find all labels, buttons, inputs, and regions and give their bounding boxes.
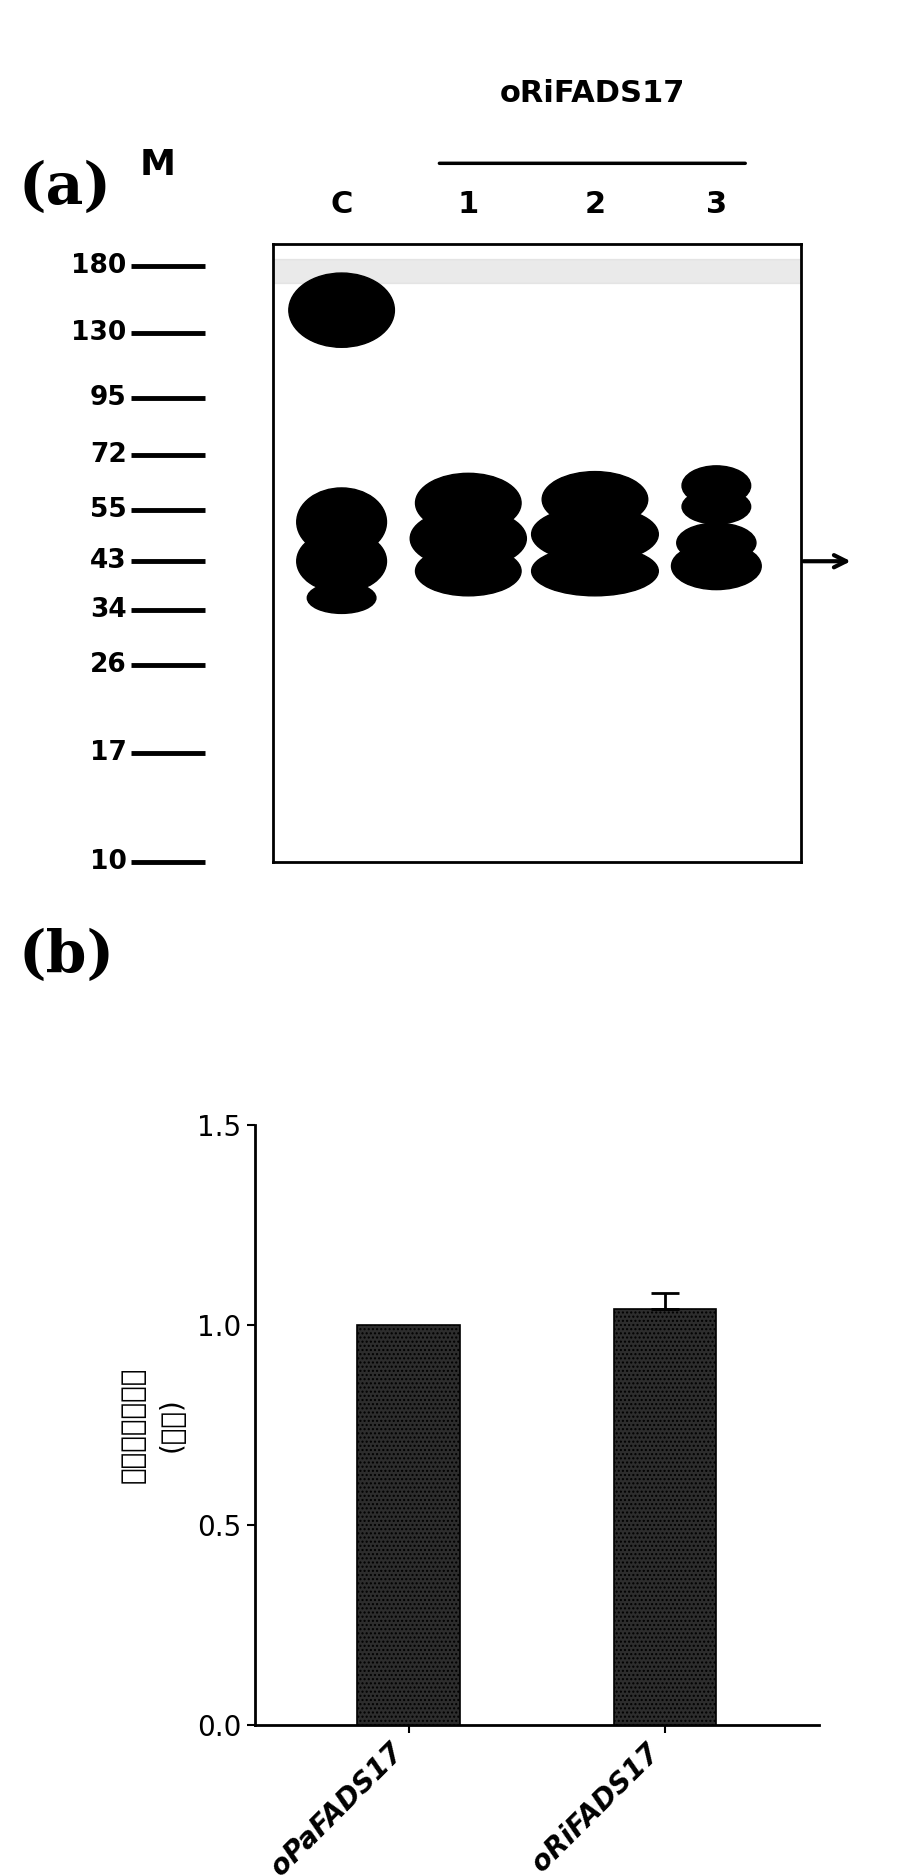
Text: C: C xyxy=(330,189,353,219)
Text: 130: 130 xyxy=(71,321,126,345)
Text: oRiFADS17: oRiFADS17 xyxy=(500,79,685,107)
Ellipse shape xyxy=(297,531,387,592)
Ellipse shape xyxy=(288,274,394,347)
Text: 180: 180 xyxy=(71,253,126,279)
Ellipse shape xyxy=(531,506,658,562)
Y-axis label: 蛋白相对表达量
(倍数): 蛋白相对表达量 (倍数) xyxy=(119,1367,187,1483)
Text: (b): (b) xyxy=(18,928,114,984)
Text: 72: 72 xyxy=(90,442,126,467)
Ellipse shape xyxy=(410,508,526,568)
Text: 17: 17 xyxy=(90,741,126,765)
Bar xyxy=(273,259,801,283)
Ellipse shape xyxy=(682,465,751,506)
Ellipse shape xyxy=(416,546,521,596)
Ellipse shape xyxy=(531,546,658,596)
Text: 34: 34 xyxy=(90,596,126,622)
Ellipse shape xyxy=(416,472,521,532)
Text: 55: 55 xyxy=(90,497,126,523)
Ellipse shape xyxy=(677,523,756,562)
Text: 2: 2 xyxy=(584,189,605,219)
Text: (a): (a) xyxy=(18,159,111,216)
Text: 26: 26 xyxy=(90,652,126,679)
Text: 43: 43 xyxy=(90,548,126,574)
Ellipse shape xyxy=(297,488,387,557)
Ellipse shape xyxy=(682,489,751,523)
Ellipse shape xyxy=(672,542,761,589)
Text: 10: 10 xyxy=(90,849,126,876)
Text: 95: 95 xyxy=(90,384,126,411)
Text: 3: 3 xyxy=(706,189,727,219)
Ellipse shape xyxy=(308,583,376,613)
Bar xyxy=(614,1309,716,1725)
Ellipse shape xyxy=(542,472,648,527)
Text: M: M xyxy=(139,148,176,182)
Text: 1: 1 xyxy=(458,189,479,219)
Bar xyxy=(358,1326,460,1725)
